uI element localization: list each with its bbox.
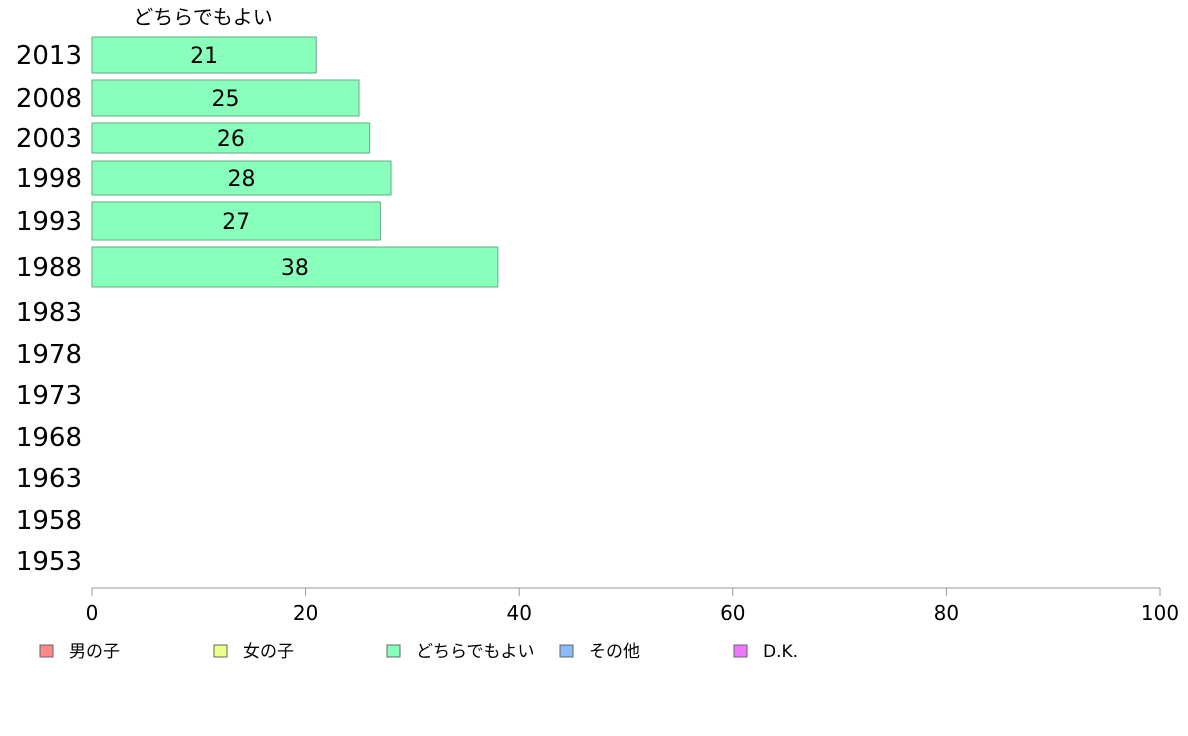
legend-label-5: D.K. — [763, 642, 798, 662]
y-label-1998: 1998 — [16, 164, 82, 194]
bar-2003 — [91, 122, 371, 154]
bar-1993 — [91, 201, 381, 241]
bar-1998 — [91, 160, 392, 196]
bar-label-2013: 21 — [190, 44, 218, 69]
legend-label-2: 女の子 — [243, 642, 294, 662]
legend-swatch-2 — [213, 644, 228, 658]
x-tick-label-60: 60 — [720, 601, 745, 625]
series-title: どちらでもよい — [133, 5, 272, 29]
y-label-1978: 1978 — [16, 340, 82, 370]
y-label-1958: 1958 — [16, 506, 82, 536]
legend-swatch-3 — [386, 644, 401, 658]
bar-label-1998: 28 — [228, 167, 256, 192]
bar-label-1988: 38 — [281, 256, 309, 281]
legend-swatch-4 — [559, 644, 574, 658]
legend-label-1: 男の子 — [69, 642, 120, 662]
x-tick-label-0: 0 — [86, 601, 99, 625]
x-tick-label-80: 80 — [934, 601, 959, 625]
y-label-1968: 1968 — [16, 423, 82, 453]
x-tick-label-40: 40 — [506, 601, 531, 625]
y-label-1953: 1953 — [16, 547, 82, 577]
bar-label-2003: 26 — [217, 127, 245, 152]
y-label-2003: 2003 — [16, 124, 82, 154]
legend-label-3: どちらでもよい — [416, 642, 535, 662]
y-label-2013: 2013 — [16, 41, 82, 71]
x-tick-label-100: 100 — [1141, 601, 1179, 625]
y-label-1963: 1963 — [16, 464, 82, 494]
y-label-1973: 1973 — [16, 381, 82, 411]
y-label-1988: 1988 — [16, 253, 82, 283]
y-axis-labels: 2013 2008 2003 1998 1993 1988 1983 1978 1973 1968… — [16, 41, 82, 577]
bar-2013 — [91, 36, 317, 74]
legend-swatch-1 — [39, 644, 54, 658]
bar-label-1993: 27 — [222, 210, 250, 235]
y-label-2008: 2008 — [16, 84, 82, 114]
y-label-1983: 1983 — [16, 298, 82, 328]
legend: 男の子 女の子 どちらでもよい その他 D.K. — [39, 642, 798, 662]
x-axis: 0 20 40 60 80 100 — [86, 587, 1179, 625]
bars-group: 21 25 26 28 27 38 — [91, 36, 499, 288]
bar-1988 — [91, 246, 499, 288]
bar-label-2008: 25 — [212, 87, 240, 112]
legend-label-4: その他 — [589, 642, 640, 662]
x-tick-label-20: 20 — [293, 601, 318, 625]
y-label-1993: 1993 — [16, 207, 82, 237]
legend-swatch-5 — [733, 644, 748, 658]
bar-2008 — [91, 79, 360, 117]
